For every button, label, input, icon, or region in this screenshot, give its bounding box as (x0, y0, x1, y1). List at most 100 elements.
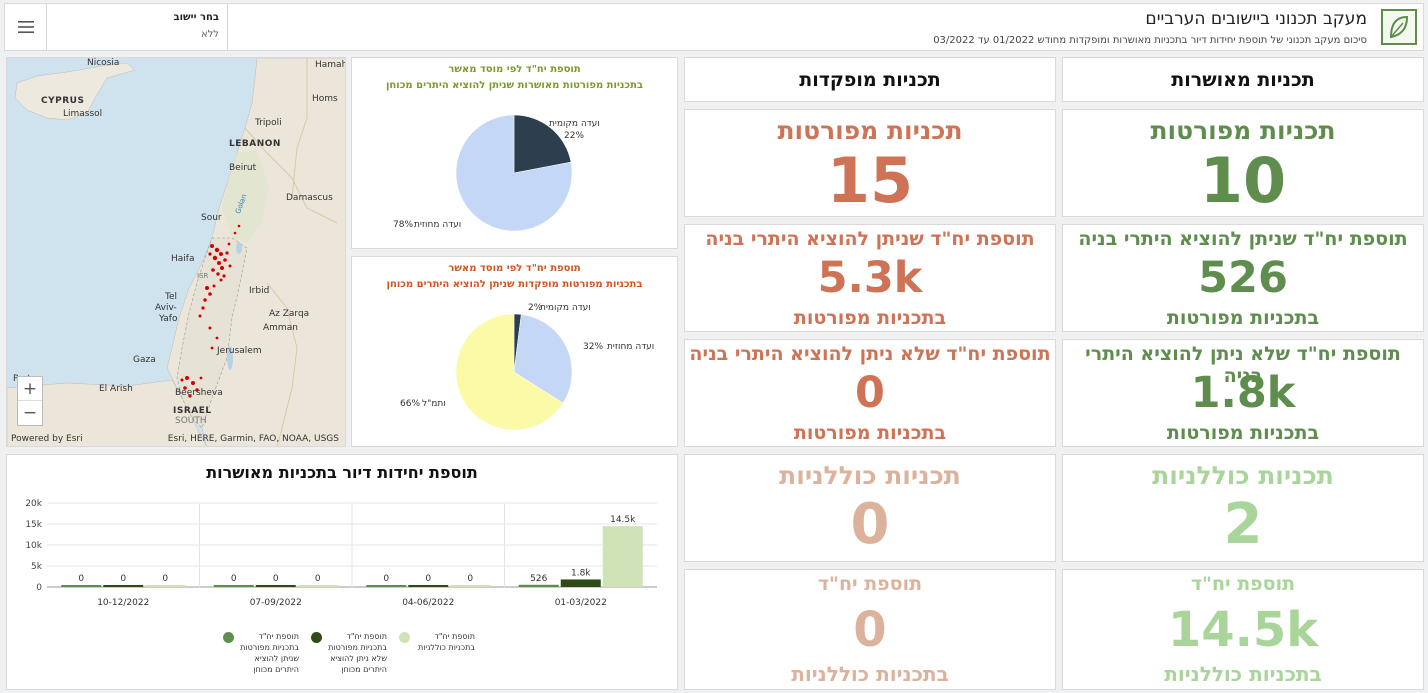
selector-value: ללא (200, 29, 219, 40)
deposited-nopermit-card: תוספת יח"ד שלא ניתן להוציא היתרי בניה 0 … (684, 339, 1056, 447)
card-title: תכניות כוללניות (779, 461, 961, 490)
card-subtitle: בתכניות מפורטות (1166, 307, 1320, 329)
legend-dot (399, 632, 410, 643)
map-label: Beirut (229, 163, 257, 173)
legend-text: בתכניות כוללניות (417, 643, 475, 652)
pie-slice-pct: 78% (393, 220, 414, 230)
y-tick-label: 10k (25, 541, 42, 551)
bar-value-label: 0 (383, 574, 389, 584)
card-value: 0 (853, 602, 887, 658)
bar-value-label: 526 (530, 574, 547, 584)
map-label: Sour (201, 213, 222, 223)
pie-slice-label: ועדה מקומית (549, 119, 600, 129)
bar-chart-svg: 0 5k 10k 15k 20k 0 0 0 10-12/2022 0 0 0 07-09/2022 0 0… (25, 499, 657, 608)
menu-button[interactable] (5, 4, 47, 50)
card-value: 1.8k (1190, 368, 1296, 418)
legend-item[interactable]: תוספת יח"ד בתכניות מפורטות שניתן להוציא … (223, 631, 299, 675)
card-value: 10 (1199, 144, 1287, 217)
app-header: בחר יישוב ללא מעקב תכנוני ביישובים הערבי… (4, 3, 1424, 51)
bar-value-label: 1.8k (571, 568, 591, 578)
zoom-in-button[interactable]: + (18, 377, 42, 401)
map-label: Haifa (171, 254, 195, 264)
card-subtitle: בתכניות מפורטות (793, 307, 947, 329)
zoom-control: + − (17, 376, 43, 426)
card-title: תכניות כוללניות (1152, 461, 1334, 490)
pie-slice (513, 114, 572, 174)
x-tick-label: 04-06/2022 (402, 598, 454, 608)
bar-value-label: 0 (425, 574, 431, 584)
bar (408, 585, 449, 587)
card-value: 526 (1198, 253, 1288, 303)
map-label: Amman (263, 323, 298, 333)
legend-dot (223, 632, 234, 643)
x-tick-label: 10-12/2022 (97, 598, 149, 608)
card-subtitle: בתכניות מפורטות (1166, 422, 1320, 444)
deposited-permit-card: תוספת יח"ד שניתן להוציא היתרי בניה 5.3k … (684, 224, 1056, 332)
legend-dot (311, 632, 322, 643)
deposited-detailed-card: תכניות מפורטות 15 (684, 109, 1056, 217)
deposited-heading: תכניות מופקדות (684, 57, 1056, 102)
approved-nopermit-card: תוספת יח"ד שלא ניתן להוציא היתרי בניה 1.… (1062, 339, 1424, 447)
hamburger-icon (17, 21, 34, 33)
approved-units-card: תוספת יח"ד 14.5k בתכניות כוללניות (1062, 569, 1424, 690)
map-label: CYPRUS (41, 96, 85, 106)
bar (560, 579, 601, 587)
bar (518, 584, 559, 587)
map-label: Beersheva (175, 388, 223, 398)
pie-subtitle: בתכניות מפורטות מאושרות שניתן להוציא הית… (386, 80, 643, 91)
legend-text: תוספת יח"ד (434, 632, 476, 641)
map-label: Az Zarqa (269, 309, 310, 319)
pie-slice-label: ועדה מקומית (540, 303, 591, 313)
bar (297, 585, 338, 587)
card-value: 14.5k (1167, 602, 1319, 658)
map-label: SOUTH (175, 416, 207, 426)
pie-title: תוספת יח"ד לפי מוסד מאשר (448, 263, 581, 274)
map-label: Tel (165, 292, 178, 302)
bar (602, 526, 643, 587)
card-title: תוספת יח"ד שלא ניתן להוציא היתרי בניה (1085, 343, 1401, 387)
logo-icon (1381, 9, 1417, 45)
legend-text: היתרים מכוחן (341, 665, 387, 674)
map-label: Nicosia (87, 58, 120, 68)
settlement-selector[interactable]: בחר יישוב ללא (48, 4, 228, 50)
legend-text: שניתן להוציא (254, 654, 299, 663)
map-label: Yafo (159, 314, 178, 324)
pie-slice (455, 114, 573, 232)
powered-by-esri[interactable]: Powered by Esri (11, 434, 83, 444)
bar-value-label: 0 (467, 574, 473, 584)
card-value: 0 (855, 368, 885, 418)
pie-svg (455, 313, 573, 431)
bar (145, 585, 186, 587)
pie-slice-label: ותמ"ל (422, 399, 446, 409)
legend-text: תוספת יח"ד (346, 632, 388, 641)
pie-slice-label: ועדה מחוזית (607, 342, 655, 352)
bar-value-label: 0 (78, 574, 84, 584)
pie-slice-label: ועדה מחוזית (414, 220, 462, 230)
map-view[interactable]: Nicosia Hamah CYPRUS Limassol Homs Tripo… (6, 57, 346, 447)
legend-item[interactable]: תוספת יח"ד בתכניות כוללניות (399, 631, 476, 653)
bar-value-label: 0 (315, 574, 321, 584)
card-title: תוספת יח"ד שלא ניתן להוציא היתרי בניה (689, 343, 1051, 365)
card-title: תוספת יח"ד (1190, 573, 1296, 595)
page-subtitle: סיכום מעקב תכנוני של תוספת יחידות דיור ב… (933, 35, 1367, 46)
card-value: 15 (826, 144, 914, 217)
bar (61, 585, 102, 587)
zoom-out-button[interactable]: − (22, 403, 38, 423)
card-title: תוספת יח"ד (817, 573, 923, 595)
map-label: LEBANON (229, 139, 281, 149)
page-title: מעקב תכנוני ביישובים הערביים (1145, 9, 1367, 29)
approved-general-card: תכניות כוללניות 2 (1062, 454, 1424, 562)
approved-detailed-card: תכניות מפורטות 10 (1062, 109, 1424, 217)
y-tick-label: 0 (36, 583, 42, 593)
map-label: Aviv- (155, 303, 177, 313)
map-label: Homs (312, 94, 338, 104)
bar (366, 585, 407, 587)
x-tick-label: 01-03/2022 (555, 598, 607, 608)
pie-title: תוספת יח"ד לפי מוסד מאשר (448, 64, 581, 75)
legend-item[interactable]: תוספת יח"ד בתכניות מפורטות שלא ניתן להוצ… (311, 631, 388, 675)
pie-chart-deposited: תוספת יח"ד לפי מוסד מאשר בתכניות מפורטות… (351, 256, 678, 447)
approved-permit-card: תוספת יח"ד שניתן להוציא היתרי בניה 526 ב… (1062, 224, 1424, 332)
card-title: תוספת יח"ד שניתן להוציא היתרי בניה (1078, 228, 1408, 250)
bar (255, 585, 296, 587)
pie-subtitle: בתכניות מפורטות מופקדות שניתן להוציא הית… (386, 279, 643, 290)
